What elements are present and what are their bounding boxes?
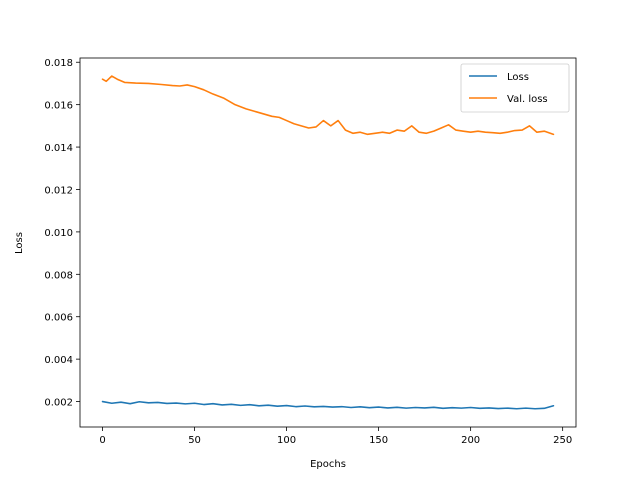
y-tick-label: 0.006 xyxy=(44,313,73,324)
y-axis-label: Loss xyxy=(14,232,25,254)
legend-label-val-loss: Val. loss xyxy=(507,94,548,105)
y-tick-label: 0.018 xyxy=(44,58,73,69)
x-tick-label: 150 xyxy=(369,435,388,446)
y-tick-label: 0.004 xyxy=(44,355,73,366)
x-tick-label: 0 xyxy=(99,435,105,446)
y-tick-label: 0.012 xyxy=(44,185,73,196)
series-line-val-loss xyxy=(101,75,555,136)
x-tick-label: 250 xyxy=(553,435,572,446)
x-axis-label: Epochs xyxy=(310,459,346,470)
x-tick-label: 50 xyxy=(188,435,201,446)
y-tick-label: 0.002 xyxy=(44,398,73,409)
legend: Loss Val. loss xyxy=(460,63,570,113)
legend-label-loss: Loss xyxy=(507,72,529,83)
y-tick-label: 0.014 xyxy=(44,143,73,154)
x-tick-label: 100 xyxy=(277,435,296,446)
plot-lines xyxy=(101,75,555,410)
x-tick-label: 200 xyxy=(461,435,480,446)
plot-frame xyxy=(79,57,577,428)
y-tick-label: 0.008 xyxy=(44,270,73,281)
axis-ticks: 0 50 100 150 200 250 0.002 0.004 0.006 0.008 0.010… xyxy=(44,58,572,446)
series-line-loss xyxy=(101,400,555,410)
y-tick-label: 0.010 xyxy=(44,228,73,239)
y-tick-label: 0.016 xyxy=(44,101,73,112)
